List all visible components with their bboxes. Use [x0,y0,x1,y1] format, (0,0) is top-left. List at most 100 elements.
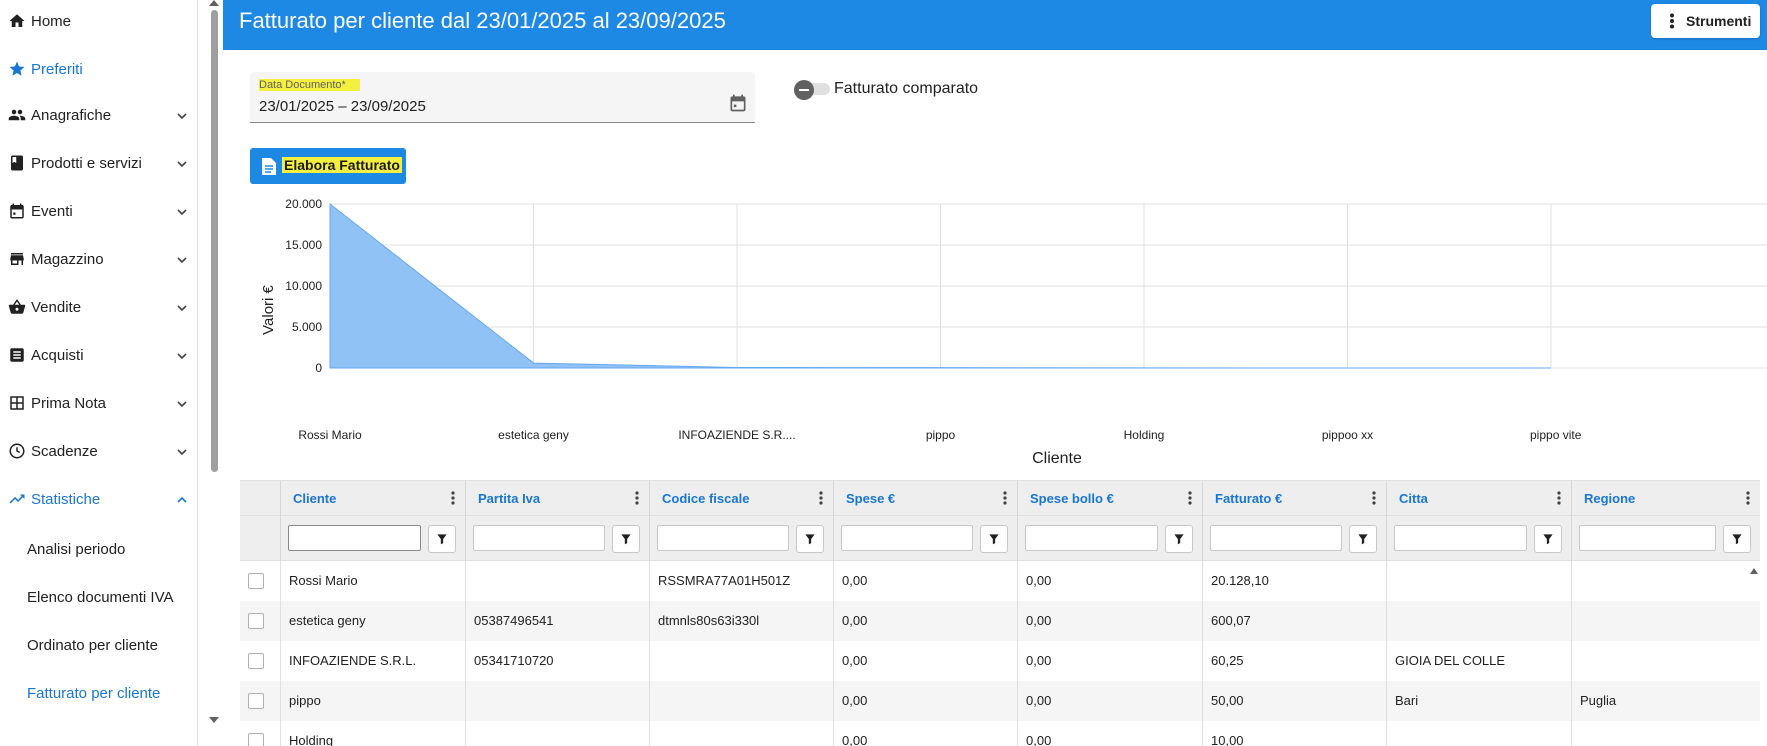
filter-input-codice-fiscale[interactable] [657,525,789,551]
filter-input-partita-iva[interactable] [473,525,605,551]
tools-button[interactable]: Strumenti [1651,4,1760,38]
table-row[interactable]: pippo 0,00 0,00 50,00 Bari Puglia [240,681,1760,721]
sidebar-item-home[interactable]: Home [0,1,186,41]
column-header-partita-iva[interactable]: Partita Iva [465,481,649,517]
column-menu-icon[interactable] [1557,491,1561,510]
table-cell-partita-iva [465,721,649,746]
table-scroll-up-arrow[interactable] [1750,568,1758,574]
calendar-icon[interactable] [728,93,748,118]
row-checkbox[interactable] [248,653,264,669]
sidebar-subitem-ordinato-per-cliente[interactable]: Ordinato per cliente [0,625,186,665]
table-cell-cliente: pippo [280,681,465,721]
sidebar-item-prodotti[interactable]: Prodotti e servizi [0,143,187,183]
column-header-label: Partita Iva [478,491,541,506]
table-icon [8,394,26,412]
compare-toggle-label: Fatturato comparato [834,80,979,97]
table-row[interactable]: estetica geny 05387496541 dtmnls80s63i330l… [240,601,1760,641]
filter-input-cliente[interactable] [288,525,421,551]
chevron-up-icon [176,493,188,505]
table-row[interactable]: Holding 0,00 0,00 10,00 [240,721,1760,746]
sidebar-item-eventi[interactable]: Eventi [0,191,188,231]
column-header-spese-bollo[interactable]: Spese bollo € [1017,481,1202,517]
sidebar-subitem-label: Fatturato per cliente [27,684,161,702]
cell-text: 05387496541 [474,613,554,628]
date-range-field[interactable]: Data Documento* 23/01/2025 – 23/09/2025 [250,72,755,123]
filter-input-regione[interactable] [1579,525,1716,551]
table-cell-cliente: Holding [280,721,465,746]
sidebar-item-label: Magazzino [31,250,104,268]
toggle-knob [794,80,814,100]
sidebar-item-vendite[interactable]: Vendite [0,287,187,327]
column-header-cliente[interactable]: Cliente [280,481,465,517]
sidebar-item-preferiti[interactable]: Preferiti [0,49,186,89]
cell-text: 0,00 [1026,613,1052,628]
basket-icon [8,298,26,316]
column-menu-icon[interactable] [1188,491,1192,510]
filter-input-citta[interactable] [1394,525,1527,551]
filter-input-spese-bollo[interactable] [1025,525,1158,551]
column-menu-icon[interactable] [635,491,639,510]
row-checkbox[interactable] [248,573,264,589]
sidebar-item-scadenze[interactable]: Scadenze [0,431,187,471]
sidebar-item-acquisti[interactable]: Acquisti [0,335,187,375]
column-menu-icon[interactable] [1003,491,1007,510]
column-header-citta[interactable]: Citta [1386,481,1571,517]
cell-text: RSSMRA77A01H501Z [658,573,791,588]
cell-text: pippo [289,693,321,708]
sidebar-item-prima-nota[interactable]: Prima Nota [0,383,187,423]
date-range-value[interactable]: 23/01/2025 – 23/09/2025 [259,98,426,115]
column-header-spese[interactable]: Spese € [833,481,1017,517]
scroll-down-arrow[interactable] [209,717,219,723]
filter-input-spese[interactable] [841,525,973,551]
filter-icon[interactable] [1165,525,1193,553]
filter-input-fatturato[interactable] [1210,525,1342,551]
row-checkbox[interactable] [248,613,264,629]
column-menu-icon[interactable] [1372,491,1376,510]
filter-icon[interactable] [980,525,1008,553]
column-menu-icon[interactable] [819,491,823,510]
scroll-up-arrow[interactable] [209,0,219,6]
column-header-codice-fiscale[interactable]: Codice fiscale [649,481,833,517]
column-header-label: Fatturato € [1215,491,1283,506]
chart-y-tick-label: 0 [315,361,322,375]
filter-icon[interactable] [1349,525,1377,553]
sidebar-subitem-elenco-documenti-iva[interactable]: Elenco documenti IVA [0,577,186,617]
document-icon [261,157,277,181]
sidebar-scrollbar-thumb[interactable] [211,10,218,472]
filter-icon[interactable] [796,525,824,553]
column-header-fatturato[interactable]: Fatturato € [1202,481,1386,517]
filter-icon[interactable] [612,525,640,553]
table-cell-partita-iva: 05387496541 [465,601,649,641]
filter-icon[interactable] [1534,525,1562,553]
sidebar-item-magazzino[interactable]: Magazzino [0,239,187,279]
star-icon [8,60,26,78]
elabora-fatturato-button[interactable]: Elabora Fatturato [250,148,406,184]
chevron-down-icon [176,205,188,217]
sidebar: Home Preferiti Anagrafiche Prodotti e se… [0,0,198,746]
sidebar-item-label: Eventi [31,202,73,220]
column-header-label: Citta [1399,491,1428,506]
sidebar-item-statistiche[interactable]: Statistiche [0,479,188,519]
sidebar-subitem-fatturato-per-cliente[interactable]: Fatturato per cliente [0,673,186,713]
sidebar-subitem-label: Analisi periodo [27,540,126,558]
filter-icon[interactable] [428,525,456,553]
filter-cell-partita-iva [465,516,649,561]
chart-x-ticks: Rossi Mario estetica geny INFOAZIENDE S.R.… [298,428,1581,442]
column-menu-icon[interactable] [1746,491,1750,510]
filter-icon[interactable] [1723,525,1751,553]
table-cell-cliente: INFOAZIENDE S.R.L. [280,641,465,681]
sidebar-item-anagrafiche[interactable]: Anagrafiche [0,95,187,135]
table-row[interactable]: Rossi Mario RSSMRA77A01H501Z 0,00 0,00 20.12… [240,561,1760,601]
column-header-regione[interactable]: Regione [1571,481,1760,517]
sidebar-subitem-analisi-periodo[interactable]: Analisi periodo [0,529,186,569]
cell-text: Bari [1395,693,1419,708]
table-row[interactable]: INFOAZIENDE S.R.L. 05341710720 0,00 0,00 60,… [240,641,1760,681]
page-title: Fatturato per cliente dal 23/01/2025 al … [239,8,726,33]
row-checkbox[interactable] [248,693,264,709]
elabora-fatturato-label: Elabora Fatturato [282,157,402,173]
row-checkbox[interactable] [248,733,264,746]
column-menu-icon[interactable] [451,491,455,510]
table-cell-fatturato: 10,00 [1202,721,1386,746]
compare-toggle[interactable] [794,80,830,100]
sidebar-subitem-label: Ordinato per cliente [27,636,158,654]
